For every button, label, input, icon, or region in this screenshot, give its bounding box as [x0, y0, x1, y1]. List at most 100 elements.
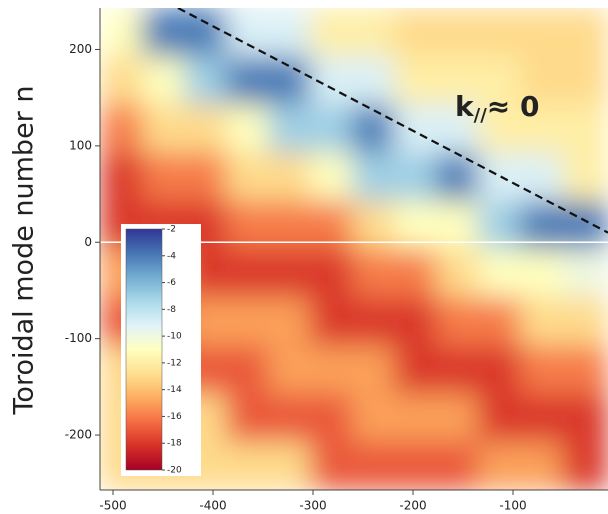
colorbar-tick-label: -12 — [167, 358, 182, 368]
colorbar-tick-label: -14 — [167, 385, 182, 395]
x-tick-label: -300 — [299, 499, 326, 513]
heat-cell — [478, 56, 521, 105]
heat-cell — [478, 345, 521, 395]
heat-cell — [226, 56, 269, 105]
heat-cell — [268, 393, 311, 443]
heat-cell — [520, 200, 563, 250]
heat-cell — [562, 56, 608, 105]
heat-cell — [562, 200, 608, 250]
heat-cell — [352, 104, 395, 154]
heat-cell — [394, 345, 437, 395]
heat-cell — [352, 8, 395, 57]
heat-cell — [352, 345, 395, 395]
heat-cell — [478, 393, 521, 443]
heat-cell — [436, 441, 479, 490]
heat-cell — [226, 104, 269, 154]
heat-cell — [352, 441, 395, 490]
colorbar-tick-label: -20 — [167, 466, 182, 476]
heat-cell — [310, 104, 353, 154]
heat-cell — [394, 297, 437, 346]
heat-cell — [268, 152, 311, 202]
y-tick-label: 100 — [69, 138, 92, 152]
heat-cell — [478, 441, 521, 490]
heat-cell — [520, 152, 563, 202]
heat-cell — [352, 393, 395, 443]
heat-cell — [436, 297, 479, 346]
heat-cell — [142, 152, 185, 202]
heat-cell — [310, 249, 353, 298]
heat-cell — [436, 200, 479, 250]
heat-cell — [226, 393, 269, 443]
heat-cell — [352, 297, 395, 346]
colorbar-tick-label: -8 — [167, 305, 176, 315]
heat-cell — [226, 345, 269, 395]
annotation-rest: ≈ 0 — [487, 90, 540, 123]
heat-cell — [142, 104, 185, 154]
colorbar-tick-label: -6 — [167, 278, 176, 288]
heat-cell — [520, 104, 563, 154]
heat-cell — [352, 249, 395, 298]
colorbar-tick-label: -10 — [167, 332, 182, 342]
heat-cell — [226, 297, 269, 346]
colorbar-tick-label: -16 — [167, 412, 182, 422]
heat-cell — [100, 56, 143, 105]
heat-cell — [100, 8, 143, 57]
heat-cell — [562, 297, 608, 346]
reference-line — [177, 8, 608, 234]
heat-cell — [562, 441, 608, 490]
heat-cell — [478, 200, 521, 250]
heat-cell — [394, 8, 437, 57]
heat-cell — [142, 8, 185, 57]
heat-cell — [352, 200, 395, 250]
heat-cell — [226, 152, 269, 202]
heat-cell — [520, 8, 563, 57]
heat-cell — [562, 393, 608, 443]
heat-cell — [478, 249, 521, 298]
heat-cell — [310, 441, 353, 490]
heat-cell — [184, 56, 227, 105]
colorbar-tick-label: -18 — [167, 439, 182, 449]
heat-cell — [226, 8, 269, 57]
heat-cell — [436, 393, 479, 443]
heat-cell — [562, 249, 608, 298]
heat-cell — [478, 152, 521, 202]
heat-cell — [352, 152, 395, 202]
y-tick-label: -200 — [65, 428, 92, 442]
heat-cell — [394, 56, 437, 105]
heat-cell — [394, 249, 437, 298]
heat-cell — [268, 297, 311, 346]
colorbar-tick-label: -2 — [167, 225, 176, 235]
heat-cell — [436, 56, 479, 105]
annotation-sub: // — [474, 105, 488, 126]
y-tick-label: -100 — [65, 331, 92, 345]
heat-cell — [100, 152, 143, 202]
heat-cell — [436, 8, 479, 57]
heat-cell — [184, 8, 227, 57]
heat-cell — [268, 8, 311, 57]
heat-cell — [184, 104, 227, 154]
heat-cell — [394, 152, 437, 202]
heat-cell — [562, 152, 608, 202]
heat-cell — [436, 152, 479, 202]
heat-cell — [520, 441, 563, 490]
heat-cell — [310, 8, 353, 57]
heat-cell — [562, 8, 608, 57]
x-tick-label: -100 — [499, 499, 526, 513]
heat-cell — [436, 104, 479, 154]
colorbar — [125, 228, 163, 471]
heat-cell — [520, 345, 563, 395]
heat-cell — [394, 393, 437, 443]
annotation: k//≈ 0 — [455, 90, 539, 126]
heat-cell — [226, 249, 269, 298]
heat-cell — [142, 56, 185, 105]
heat-cell — [478, 104, 521, 154]
y-axis-label: Toroidal mode number n — [9, 86, 40, 416]
heat-cell — [436, 345, 479, 395]
heat-cell — [268, 249, 311, 298]
heat-cell — [310, 200, 353, 250]
x-tick-label: -200 — [399, 499, 426, 513]
heat-cell — [478, 8, 521, 57]
heat-cell — [226, 200, 269, 250]
y-tick-label: 200 — [69, 42, 92, 56]
